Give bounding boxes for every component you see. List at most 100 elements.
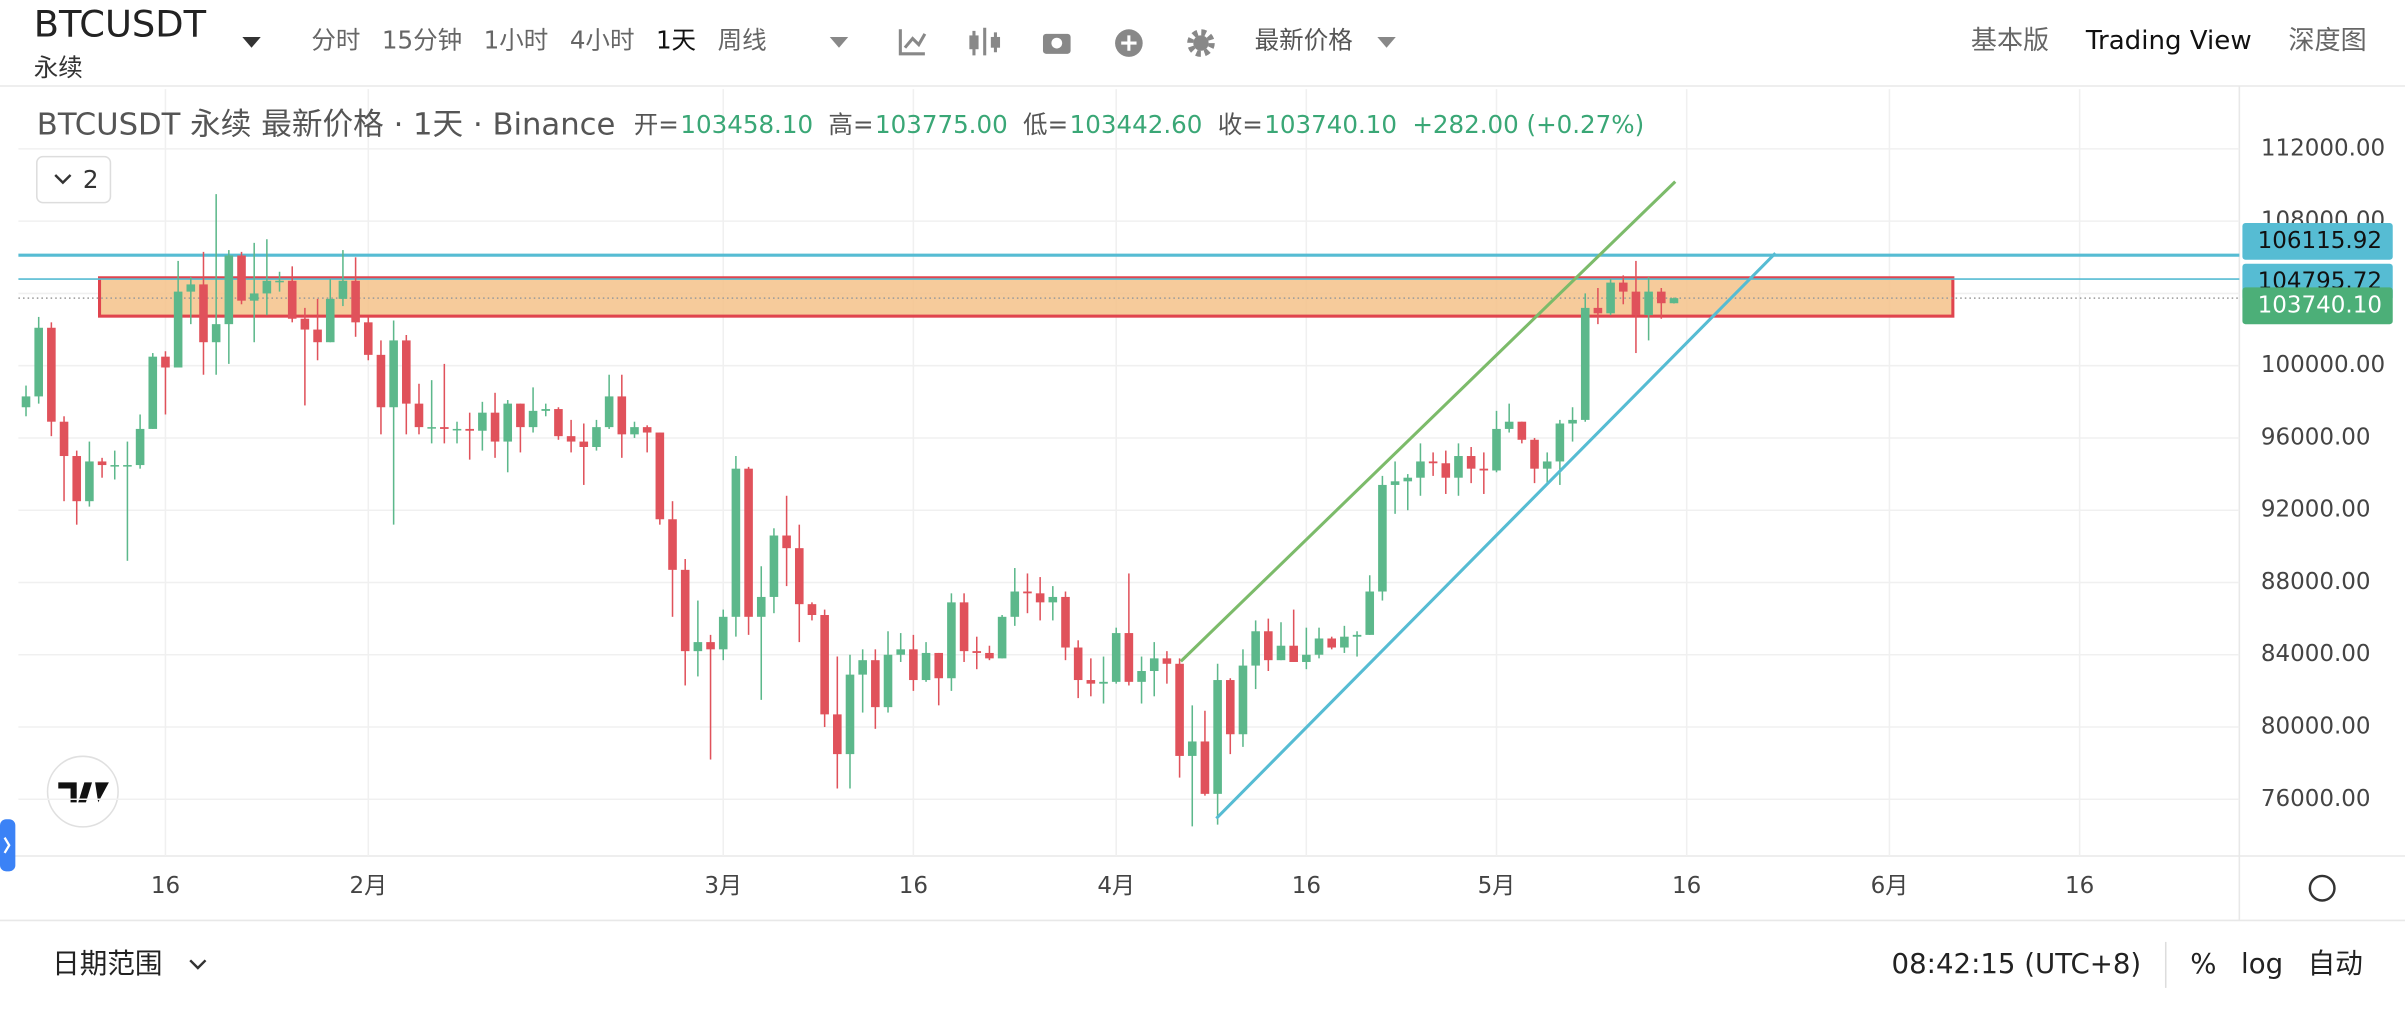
- candle-body: [997, 616, 1007, 659]
- trend-line: [1179, 180, 1677, 663]
- candle-body: [921, 652, 931, 681]
- scale-option[interactable]: 自动: [2308, 947, 2363, 980]
- candle-body: [1200, 741, 1210, 794]
- legend-change: +282.00 (+0.27%): [1412, 110, 1644, 139]
- scale-option[interactable]: log: [2241, 947, 2283, 980]
- interval[interactable]: 周线: [718, 26, 767, 55]
- y-tick-label: 76000.00: [2261, 786, 2371, 812]
- date-range[interactable]: 日期范围: [52, 947, 162, 980]
- candle-body: [1657, 291, 1666, 304]
- candle-icon: [969, 35, 979, 50]
- candle-body: [237, 255, 246, 301]
- date-range-dropdown[interactable]: [189, 959, 207, 970]
- y-tick-label: 84000.00: [2261, 641, 2371, 667]
- candle-body: [97, 461, 107, 466]
- candle-body: [1289, 645, 1298, 662]
- candle-body: [655, 432, 665, 520]
- candle-body: [1314, 638, 1324, 655]
- x-tick-label: 16: [1292, 873, 1321, 899]
- collapse-count: 2: [83, 165, 99, 194]
- x-tick-label: 3月: [704, 873, 742, 899]
- interval-dropdown[interactable]: [829, 36, 849, 48]
- contract: 永续: [34, 53, 83, 82]
- collapse-button[interactable]: [36, 155, 112, 204]
- side-panel-arrow: [3, 837, 11, 854]
- x-tick-label: 16: [2065, 873, 2094, 899]
- candle-body: [934, 652, 944, 679]
- candle-body: [465, 428, 474, 431]
- candle-body: [693, 642, 703, 652]
- candle-body: [1441, 463, 1451, 478]
- interval[interactable]: 1天: [656, 26, 696, 55]
- candle-body: [351, 280, 360, 323]
- price-type[interactable]: 最新价格: [1255, 26, 1353, 55]
- candle-body: [440, 427, 449, 429]
- candle-body: [1555, 423, 1565, 462]
- candle-body: [1149, 658, 1159, 672]
- view-option[interactable]: 基本版: [1971, 26, 2049, 56]
- candle-body: [376, 354, 386, 408]
- candle-body: [1340, 636, 1349, 648]
- interval[interactable]: 15分钟: [382, 26, 462, 55]
- symbol[interactable]: BTCUSDT: [34, 3, 207, 46]
- candle-body: [794, 548, 804, 605]
- candle-body: [1479, 468, 1489, 471]
- candle-body: [148, 356, 158, 429]
- candle-body: [110, 465, 120, 467]
- candle-body: [807, 604, 817, 616]
- interval[interactable]: 4小时: [570, 26, 635, 55]
- view-option[interactable]: Trading View: [2085, 26, 2252, 56]
- candle-body: [706, 642, 715, 650]
- view-option[interactable]: 深度图: [2288, 26, 2366, 56]
- candle-body: [1390, 481, 1400, 485]
- candle-body: [1162, 658, 1172, 664]
- candle-body: [1365, 591, 1375, 635]
- candle-body: [680, 569, 690, 652]
- candle-icon: [990, 36, 1001, 48]
- candle-body: [1086, 680, 1096, 684]
- indicator-icon[interactable]: [898, 29, 927, 56]
- candle-body: [21, 396, 31, 408]
- candle-body: [820, 615, 829, 715]
- interval[interactable]: 1小时: [484, 26, 549, 55]
- x-tick-label: 16: [899, 873, 928, 899]
- candle-body: [1010, 591, 1020, 617]
- candle-body: [47, 327, 56, 422]
- x-tick-label: 4月: [1097, 873, 1135, 899]
- legend-value: 103458.10: [680, 110, 813, 139]
- candle-body: [1225, 680, 1235, 735]
- candle-body: [224, 255, 234, 325]
- candle-body: [135, 428, 145, 466]
- candle-body: [1073, 647, 1083, 681]
- interval[interactable]: 分时: [311, 26, 360, 55]
- axis-settings-icon[interactable]: [2308, 874, 2336, 902]
- candle-body: [1454, 456, 1463, 478]
- candle-body: [503, 403, 513, 442]
- candle-body: [744, 468, 753, 617]
- candle-body: [1276, 645, 1286, 661]
- trend-line: [1215, 252, 1777, 820]
- legend-label: 高=: [828, 110, 873, 139]
- candle-body: [731, 468, 741, 617]
- side-panel-toggle[interactable]: [0, 819, 16, 872]
- candle-body: [617, 396, 627, 435]
- y-tick-label: 80000.00: [2261, 714, 2371, 740]
- candle-body: [59, 421, 69, 457]
- candle-body: [1061, 596, 1070, 648]
- candle-body: [554, 409, 563, 437]
- symbol-dropdown[interactable]: [242, 36, 261, 48]
- price-label: 106115.92: [2258, 228, 2382, 254]
- candle-body: [1416, 461, 1425, 478]
- candle-body: [871, 660, 880, 708]
- scale-option[interactable]: %: [2190, 947, 2216, 980]
- price-type-dropdown[interactable]: [1377, 36, 1396, 48]
- collapse-icon: [54, 174, 72, 185]
- price-zone: [98, 276, 1955, 318]
- candle-body: [769, 535, 779, 597]
- price-label: 103740.10: [2258, 292, 2382, 318]
- candle-body: [1593, 307, 1603, 314]
- legend-value: 103775.00: [875, 110, 1008, 139]
- candle-body: [1669, 298, 1679, 304]
- candle-body: [186, 284, 196, 292]
